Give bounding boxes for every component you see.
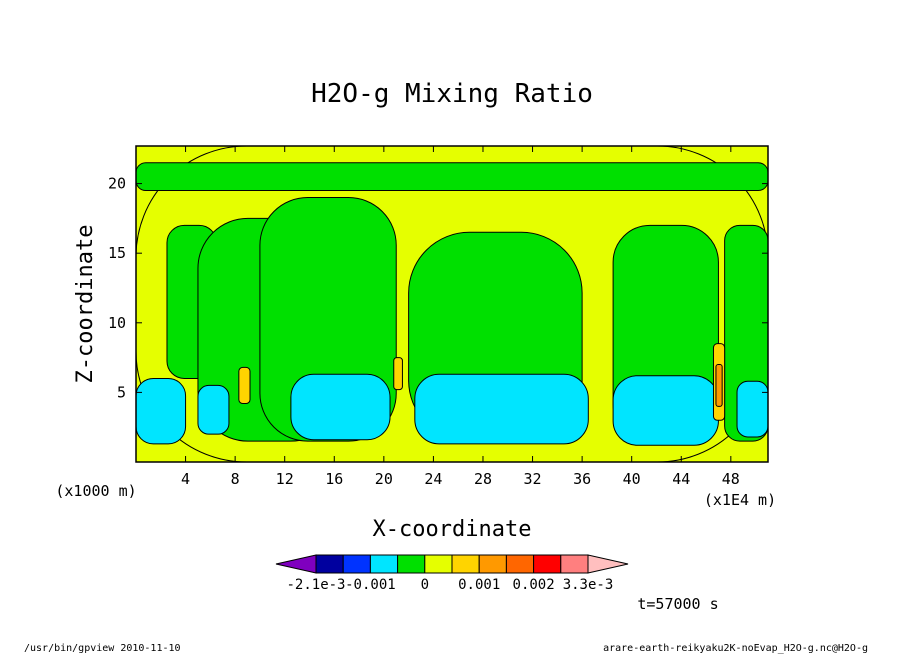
x-scale-label: (x1E4 m)	[704, 491, 776, 509]
colorbar-segment	[505, 554, 535, 574]
contour-region	[612, 375, 719, 446]
contour-region	[393, 357, 403, 391]
x-tick-label: 32	[524, 470, 542, 488]
plot-frame	[135, 145, 769, 463]
contour-regions	[136, 146, 768, 462]
y-tick-label: 5	[117, 383, 126, 401]
colorbar-label: 3.3e-3	[563, 577, 614, 593]
colorbar-label: 0	[421, 577, 429, 593]
colorbar-segment	[275, 554, 317, 574]
contour-region	[238, 366, 251, 405]
x-tick-label: 16	[325, 470, 343, 488]
x-tick-label: 44	[672, 470, 690, 488]
colorbar-segment	[533, 554, 562, 574]
colorbar	[275, 554, 629, 574]
footer-right: arare-earth-reikyaku2K-noEvap_H2O-g.nc@H…	[603, 643, 868, 654]
colorbar-segment	[587, 554, 629, 574]
colorbar-segment	[369, 554, 399, 574]
contour-region	[136, 162, 768, 192]
colorbar-segment	[315, 554, 344, 574]
colorbar-segment	[478, 554, 507, 574]
colorbar-segment	[560, 554, 589, 574]
colorbar-segment	[342, 554, 371, 574]
contour-region	[197, 384, 230, 435]
y-scale-label: (x1000 m)	[55, 482, 136, 500]
y-tick-label: 15	[108, 244, 126, 262]
x-tick-label: 20	[375, 470, 393, 488]
contour-region	[136, 377, 187, 445]
plot-area	[136, 146, 768, 462]
colorbar-segment	[424, 554, 453, 574]
x-axis: 4 8 12 16 20 24 28 32 36 40 44 48	[181, 146, 740, 488]
contour-region	[414, 373, 589, 445]
footer-left: /usr/bin/gpview 2010-11-10	[24, 643, 181, 654]
colorbar-segment	[451, 554, 480, 574]
x-tick-label: 36	[573, 470, 591, 488]
y-axis: 5 10 15 20	[108, 175, 768, 401]
y-tick-label: 20	[108, 175, 126, 193]
x-tick-label: 12	[276, 470, 294, 488]
y-tick-label: 10	[108, 314, 126, 332]
colorbar-segment	[397, 554, 426, 574]
contour-region	[290, 373, 391, 441]
x-axis-label: X-coordinate	[373, 517, 532, 542]
x-tick-label: 48	[722, 470, 740, 488]
contour-region	[715, 364, 723, 407]
x-tick-label: 40	[623, 470, 641, 488]
colorbar-label: -0.001	[345, 577, 396, 593]
x-tick-label: 8	[231, 470, 240, 488]
x-tick-label: 24	[424, 470, 442, 488]
contour-region	[736, 380, 768, 438]
colorbar-label: 0.001	[458, 577, 500, 593]
colorbar-labels: -2.1e-3 -0.001 0 0.001 0.002 3.3e-3	[286, 577, 613, 593]
x-tick-label: 4	[181, 470, 190, 488]
y-axis-label: Z-coordinate	[73, 225, 98, 384]
time-label: t=57000 s	[637, 595, 718, 613]
colorbar-label: 0.002	[513, 577, 555, 593]
colorbar-label: -2.1e-3	[286, 577, 345, 593]
chart-title: H2O-g Mixing Ratio	[311, 79, 593, 109]
x-tick-label: 28	[474, 470, 492, 488]
